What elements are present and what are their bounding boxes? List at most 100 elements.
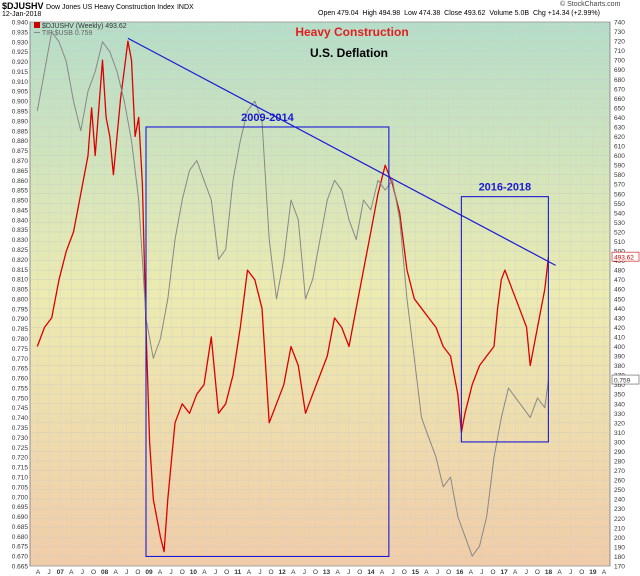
x-tick-label: 09 — [145, 569, 153, 576]
x-tick-label: 11 — [234, 569, 241, 576]
x-tick-label: A — [335, 569, 340, 576]
right-tick-label: 300 — [614, 439, 625, 446]
close-value: 493.62 — [464, 10, 486, 17]
right-tick-label: 410 — [614, 334, 625, 341]
left-tick-label: 0.780 — [12, 336, 29, 343]
x-tick-label: O — [579, 569, 584, 576]
legend-label: TIP:$USB 0.759 — [41, 30, 93, 37]
left-tick-label: 0.775 — [12, 346, 29, 353]
left-tick-label: 0.770 — [12, 356, 29, 363]
x-axis: A J 07 A J O 08 A J O 09 A J O 10 A J O 11 A J O 12 A J O 13 A J O 14 A… — [36, 569, 607, 576]
left-tick-label: 0.855 — [12, 188, 29, 195]
right-tick-label: 620 — [614, 134, 625, 141]
left-tick-label: 0.865 — [12, 168, 29, 175]
right-tick-label: 460 — [614, 287, 625, 294]
right-tick-label: 640 — [614, 115, 625, 122]
legend-swatch — [34, 32, 40, 34]
right-tick-label: 590 — [614, 163, 625, 170]
series-line-djushv — [36, 40, 550, 553]
right-tick-label: 650 — [614, 105, 625, 112]
annotation-layer: 2009-2014 2016-2018 — [127, 37, 556, 558]
left-tick-label: 0.850 — [12, 198, 29, 205]
left-tick-label: 0.900 — [12, 99, 29, 106]
right-tick-label: 380 — [614, 363, 625, 370]
legend-swatch — [34, 22, 40, 28]
left-tick-label: 0.675 — [12, 544, 29, 551]
left-tick-label: 0.680 — [12, 534, 29, 541]
left-tick-label: 0.860 — [12, 178, 29, 185]
right-tick-label: 250 — [614, 487, 625, 494]
right-axis: 170 180 190 200 210 220 230 240 250 260 270 280 290 3… — [614, 20, 625, 571]
right-tick-label: 580 — [614, 172, 625, 179]
right-tick-label: 710 — [614, 48, 625, 55]
right-tick-label: 600 — [614, 153, 625, 160]
left-tick-label: 0.895 — [12, 109, 29, 116]
right-tick-label: 510 — [614, 239, 625, 246]
left-tick-label: 0.820 — [12, 257, 29, 264]
right-tick-label: 170 — [614, 564, 625, 571]
chg-value: +14.34 (+2.99%) — [547, 10, 600, 17]
left-tick-label: 0.745 — [12, 405, 29, 412]
right-tick-label: 400 — [614, 344, 625, 351]
x-tick-label: A — [202, 569, 207, 576]
x-tick-label: 17 — [501, 569, 509, 576]
left-tick-label: 0.665 — [12, 564, 29, 571]
right-tick-label: 700 — [614, 58, 625, 65]
left-tick-label: 0.720 — [12, 455, 29, 462]
left-axis: 0.665 0.670 0.675 0.680 0.685 0.690 0.695 0.700… — [12, 20, 29, 571]
high-label: High — [362, 10, 377, 17]
left-tick-label: 0.930 — [12, 39, 29, 46]
right-tick-label: 230 — [614, 506, 625, 513]
x-tick-label: 10 — [190, 569, 198, 576]
x-tick-label: 19 — [589, 569, 597, 576]
date: 12-Jan-2018 — [2, 11, 42, 18]
left-tick-label: 0.730 — [12, 435, 29, 442]
x-tick-label: A — [602, 569, 607, 576]
left-tick-label: 0.885 — [12, 128, 29, 135]
x-tick-label: J — [303, 569, 306, 576]
right-tick-label: 350 — [614, 392, 625, 399]
right-tick-label: 560 — [614, 191, 625, 198]
left-tick-label: 0.810 — [12, 277, 29, 284]
high-value: 494.98 — [378, 10, 401, 17]
x-tick-label: A — [380, 569, 385, 576]
left-tick-label: 0.790 — [12, 316, 29, 323]
left-tick-label: 0.915 — [12, 69, 29, 76]
chart-title: Heavy Construction — [295, 25, 408, 39]
annotation-box — [145, 126, 390, 558]
left-tick-label: 0.805 — [12, 287, 29, 294]
left-tick-label: 0.755 — [12, 385, 29, 392]
right-tick-label: 570 — [614, 182, 625, 189]
x-tick-label: O — [135, 569, 140, 576]
x-tick-label: 18 — [545, 569, 553, 576]
left-tick-label: 0.880 — [12, 138, 29, 145]
left-tick-label: 0.710 — [12, 474, 29, 481]
volume-value: 5.0B — [514, 10, 530, 17]
x-tick-label: A — [114, 569, 119, 576]
right-tick-label: 240 — [614, 497, 625, 504]
right-tick-label: 690 — [614, 67, 625, 74]
left-tick-label: 0.920 — [12, 59, 29, 66]
right-tick-label: 180 — [614, 554, 625, 561]
right-tick-label: 660 — [614, 96, 625, 103]
right-tick-label: 470 — [614, 277, 625, 284]
x-tick-label: A — [69, 569, 74, 576]
legend-item: $DJUSHV (Weekly) 493.62 — [34, 22, 127, 30]
trendline — [127, 37, 556, 266]
right-tick-label: 440 — [614, 306, 625, 313]
right-tick-label: 340 — [614, 401, 625, 408]
symbol: $DJUSHV — [2, 1, 44, 11]
exchange: INDX — [176, 4, 194, 11]
annotation-box-label: 2009-2014 — [241, 112, 294, 124]
left-tick-label: 0.695 — [12, 504, 29, 511]
right-tick-label: 720 — [614, 39, 625, 46]
right-tick-label: 280 — [614, 459, 625, 466]
right-tick-label: 530 — [614, 220, 625, 227]
right-tick-label: 610 — [614, 144, 625, 151]
x-tick-label: A — [158, 569, 163, 576]
last-value-box — [611, 374, 640, 385]
last-value-box — [611, 251, 640, 262]
x-tick-label: O — [269, 569, 274, 576]
x-tick-label: 12 — [279, 569, 287, 576]
